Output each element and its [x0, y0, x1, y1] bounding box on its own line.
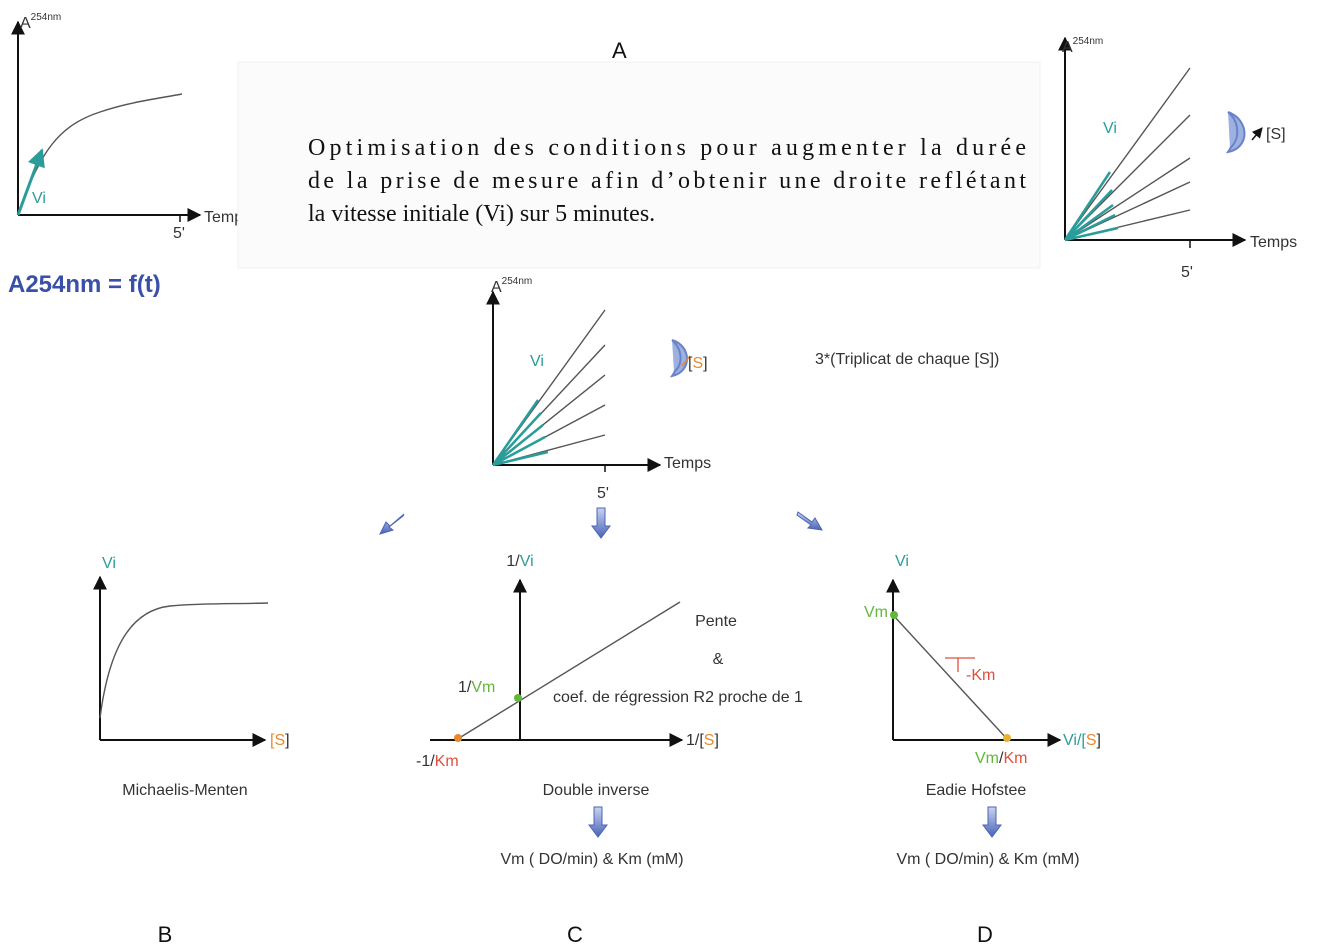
caption: A254nm = f(t): [8, 271, 161, 298]
increase-arrow: [681, 355, 691, 367]
vi: Vi: [520, 553, 534, 570]
tangent: [16, 148, 45, 216]
x-label: Temps: [1250, 234, 1297, 251]
y-label-main: A: [1062, 39, 1073, 56]
curve-label: Vi: [1103, 120, 1117, 137]
regression-line: [892, 614, 1009, 741]
prefix: 1/: [506, 553, 520, 570]
arrow-c: [591, 507, 611, 539]
y-label-sup: 254nm: [31, 12, 62, 23]
panel-d: Vi Vm -Km Vi/[S] Vm/Km Eadie Hofstee Vm …: [864, 553, 1101, 947]
plot-name: Double inverse: [543, 782, 650, 799]
substrate: S: [274, 732, 285, 749]
curve: [99, 602, 269, 719]
prefix: Vi/[: [1063, 732, 1086, 749]
bracket: ]: [285, 732, 289, 749]
rotation-label: [S]: [1266, 126, 1286, 143]
slash: /: [999, 750, 1004, 767]
note: 3*(Triplicat de chaque [S]): [815, 351, 999, 368]
regression-line: [455, 601, 681, 741]
x-label: Vi/[S]: [1063, 732, 1101, 749]
bracket: ]: [714, 732, 718, 749]
km: Km: [435, 753, 459, 770]
note: coef. de régression R2 proche de 1: [553, 689, 803, 706]
rotation-arrow: [1225, 111, 1246, 154]
y-intercept-label: 1/Vm: [458, 679, 495, 696]
y-intercept-dot: [890, 611, 898, 619]
bracket: [: [270, 732, 275, 749]
raw-graph: A254nm Vi Temps 5' A254nm = f(t): [8, 12, 251, 298]
plot-name: Eadie Hofstee: [926, 782, 1027, 799]
result-arrow: [982, 806, 1002, 838]
substrate: S: [1086, 732, 1097, 749]
x-intercept-label: Vm/Km: [975, 750, 1027, 767]
tangents: [491, 399, 549, 467]
tangents: [1063, 171, 1119, 242]
center-graph: A254nm Vi [S] Temps 5' 3*(Triplicat de c…: [486, 276, 999, 502]
x-label: [S]: [270, 732, 290, 749]
panel-label: A: [612, 38, 627, 63]
x-label: 1/[S]: [686, 732, 719, 749]
rotation-label: [S]: [688, 355, 708, 372]
x-intercept-dot: [1003, 734, 1011, 742]
panel-label: D: [977, 922, 993, 947]
optimized-graph: A254nm Vi [S] Temps 5': [1058, 36, 1297, 281]
note: &: [713, 651, 724, 668]
bracket: [: [688, 355, 693, 372]
panel-label: B: [158, 922, 173, 947]
y-label-sup: 254nm: [1073, 36, 1104, 47]
result-arrow: [588, 806, 608, 838]
plot-name: Michaelis-Menten: [122, 782, 247, 799]
bracket: ]: [1097, 732, 1101, 749]
lines: [1064, 67, 1191, 241]
substrate: S: [692, 355, 703, 372]
y-label-sup: 254nm: [502, 276, 533, 287]
result: Vm ( DO/min) & Km (mM): [500, 851, 683, 868]
curve-label: Vi: [530, 353, 544, 370]
substrate: S: [704, 732, 715, 749]
y-label: Vi: [895, 553, 909, 570]
increase-arrow: [1251, 127, 1263, 141]
prefix: -1/: [416, 753, 435, 770]
x-tick-label: 5': [173, 225, 185, 242]
y-label: A254nm: [1062, 36, 1103, 56]
curve-label: Vi: [32, 190, 46, 207]
panel-c: 1/Vi 1/Vm -1/Km 1/[S] Pente & coef. de r…: [416, 553, 803, 947]
x-tick-label: 5': [597, 485, 609, 502]
panel-label: C: [567, 922, 583, 947]
x-label: Temps: [664, 455, 711, 472]
bracket: ]: [703, 355, 707, 372]
y-intercept-dot: [514, 694, 522, 702]
slope-mark: [945, 657, 975, 672]
note: Pente: [695, 613, 737, 630]
y-label-main: A: [20, 15, 31, 32]
km: Km: [1003, 750, 1027, 767]
y-label: 1/Vi: [506, 553, 533, 570]
arrow-b: [379, 513, 405, 535]
vm: Vm: [471, 679, 495, 696]
result: Vm ( DO/min) & Km (mM): [896, 851, 1079, 868]
text-line: la vitesse initiale (Vi) sur 5 minutes.: [308, 201, 655, 227]
y-label: A254nm: [20, 12, 61, 32]
curve: [17, 93, 183, 216]
y-label: Vi: [102, 555, 116, 572]
arrow-d: [796, 511, 823, 531]
lines: [492, 309, 606, 466]
y-label-main: A: [491, 279, 502, 296]
x-tick-label: 5': [1181, 264, 1193, 281]
x-intercept-dot: [454, 734, 462, 742]
y-intercept-label: Vm: [864, 604, 888, 621]
slope-label: -Km: [966, 667, 995, 684]
y-label: A254nm: [491, 276, 532, 296]
prefix: 1/: [458, 679, 472, 696]
panel-b: Vi [S] Michaelis-Menten B: [93, 555, 290, 947]
x-intercept-label: -1/Km: [416, 753, 459, 770]
prefix: 1/[: [686, 732, 704, 749]
vm: Vm: [975, 750, 999, 767]
text-box: [237, 61, 1041, 269]
rotation-arrow: [669, 339, 688, 378]
